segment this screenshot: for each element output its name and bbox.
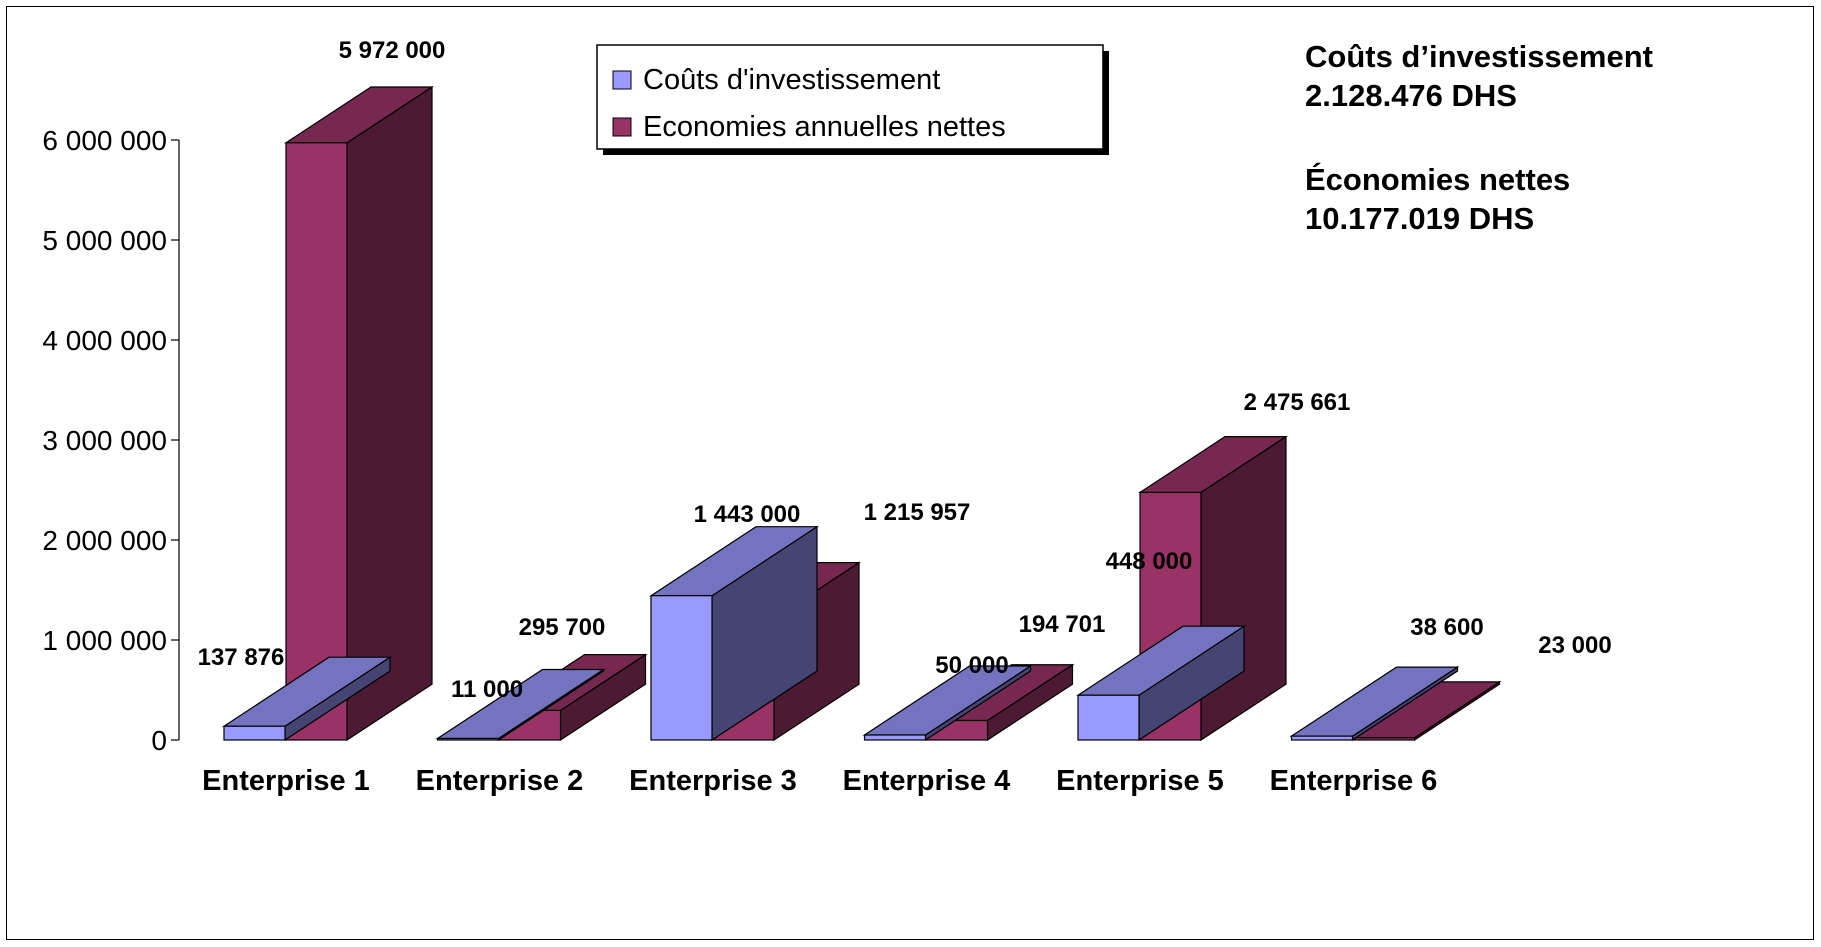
legend-label-investment: Coûts d'investissement	[643, 64, 940, 96]
data-label: 11 000	[451, 676, 523, 703]
legend-swatch-investment	[612, 70, 632, 90]
data-labels: 137 876 5 972 000 11 000 295 700 1 443 000 1 …	[198, 37, 1612, 703]
y-tick-label: 6 000 000	[42, 125, 167, 156]
investment-total-value: 2.128.476 DHS	[1305, 78, 1517, 113]
data-label: 137 876	[198, 644, 285, 671]
savings-total-value: 10.177.019 DHS	[1305, 201, 1534, 236]
legend-box	[596, 44, 1104, 150]
legend-swatch-savings	[612, 117, 632, 137]
data-label: 295 700	[519, 614, 606, 641]
bar-side	[346, 85, 433, 742]
data-label: 1 215 957	[864, 499, 971, 526]
x-category-label: Enterprise 2	[416, 765, 584, 797]
legend: Coûts d'investissement Economies annuell…	[596, 44, 1109, 155]
data-label: 23 000	[1538, 632, 1611, 659]
y-tick-label: 2 000 000	[42, 525, 167, 556]
bar-chart: 0 1 000 000 2 000 000 3 000 000 4 000 000 5 0…	[42, 37, 1653, 797]
y-tick-label: 4 000 000	[42, 325, 167, 356]
data-label: 5 972 000	[339, 37, 446, 64]
y-tick-label: 5 000 000	[42, 225, 167, 256]
y-tick-label: 0	[151, 725, 167, 756]
data-label: 1 443 000	[694, 501, 801, 528]
summary-annotation: Coûts d’investissement 2.128.476 DHS Éco…	[1305, 39, 1653, 236]
x-category-label: Enterprise 6	[1270, 765, 1438, 797]
x-category-label: Enterprise 4	[843, 765, 1011, 797]
bar-savings	[285, 142, 348, 741]
bar-savings	[1352, 737, 1416, 741]
chart-frame: 0 1 000 000 2 000 000 3 000 000 4 000 000 5 0…	[6, 6, 1814, 940]
bars	[221, 85, 1502, 742]
bar-investment	[223, 725, 286, 741]
data-label: 2 475 661	[1244, 389, 1351, 416]
x-category-label: Enterprise 3	[629, 765, 797, 797]
x-category-label: Enterprise 1	[202, 765, 370, 797]
data-label: 194 701	[1019, 611, 1106, 638]
x-axis-categories: Enterprise 1 Enterprise 2 Enterprise 3 Ente…	[202, 765, 1437, 797]
bar-investment	[436, 737, 500, 741]
savings-total-label: Économies nettes	[1305, 162, 1570, 197]
legend-label-savings: Economies annuelles nettes	[643, 111, 1006, 143]
y-tick-label: 1 000 000	[42, 625, 167, 656]
y-tick-label: 3 000 000	[42, 425, 167, 456]
x-category-label: Enterprise 5	[1056, 765, 1224, 797]
bar-investment	[650, 595, 713, 741]
y-axis: 0 1 000 000 2 000 000 3 000 000 4 000 000 5 0…	[42, 125, 180, 756]
bar-investment	[1290, 735, 1354, 741]
bar-investment	[1077, 694, 1140, 741]
data-label: 38 600	[1410, 614, 1483, 641]
investment-total-label: Coûts d’investissement	[1305, 39, 1653, 74]
data-label: 448 000	[1106, 548, 1193, 575]
bar-investment	[863, 734, 927, 741]
data-label: 50 000	[935, 652, 1008, 679]
